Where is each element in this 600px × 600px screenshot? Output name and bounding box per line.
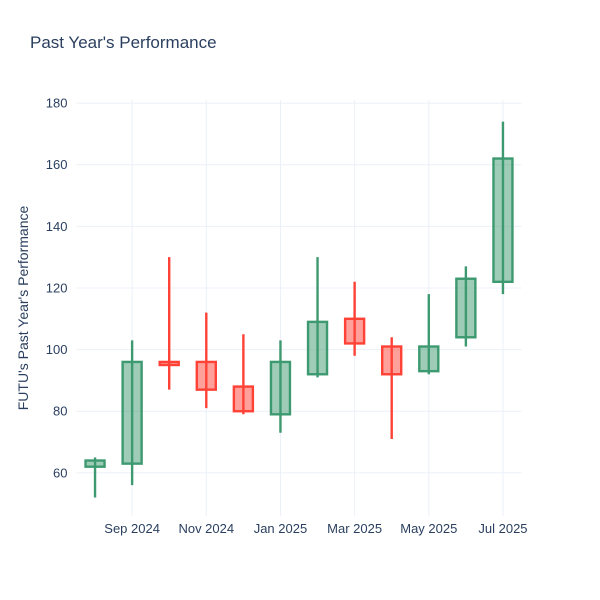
y-tick-label: 180 — [46, 96, 68, 111]
candle-body — [269, 360, 292, 416]
candle-body — [455, 277, 477, 339]
candle-body — [343, 317, 366, 345]
candle-increasing — [418, 294, 440, 375]
x-tick-label: Nov 2024 — [178, 521, 234, 536]
candle-increasing — [84, 457, 106, 498]
chart-title: Past Year's Performance — [30, 33, 217, 52]
candle-body — [158, 360, 180, 367]
candle-increasing — [121, 340, 143, 486]
candle-body — [232, 385, 255, 413]
y-tick-label: 160 — [46, 157, 68, 172]
candle-decreasing — [158, 257, 180, 390]
candle-body — [306, 320, 329, 376]
plot-drag-area[interactable] — [77, 100, 522, 516]
candle-body — [121, 360, 143, 465]
y-tick-label: 100 — [46, 342, 68, 357]
x-tick-label: May 2025 — [400, 521, 457, 536]
candle-decreasing — [195, 312, 217, 409]
x-tick-label: Sep 2024 — [104, 521, 160, 536]
candle-increasing — [306, 257, 329, 378]
candle-increasing — [455, 266, 477, 347]
candle-body — [84, 459, 106, 468]
candle-body — [195, 360, 217, 391]
x-tick-label: Jul 2025 — [478, 521, 527, 536]
y-tick-label: 80 — [53, 404, 67, 419]
candle-body — [492, 157, 514, 284]
candle-increasing — [269, 340, 292, 433]
y-tick-label: 60 — [53, 465, 67, 480]
x-tick-label: Mar 2025 — [327, 521, 382, 536]
y-tick-label: 140 — [46, 219, 68, 234]
candle-decreasing — [232, 334, 255, 415]
x-tick-label: Jan 2025 — [254, 521, 308, 536]
candle-decreasing — [343, 281, 366, 356]
candle-decreasing — [381, 337, 403, 439]
candle-body — [418, 345, 440, 373]
candle-increasing — [492, 121, 514, 295]
y-tick-label: 120 — [46, 280, 68, 295]
candle-body — [381, 345, 403, 376]
